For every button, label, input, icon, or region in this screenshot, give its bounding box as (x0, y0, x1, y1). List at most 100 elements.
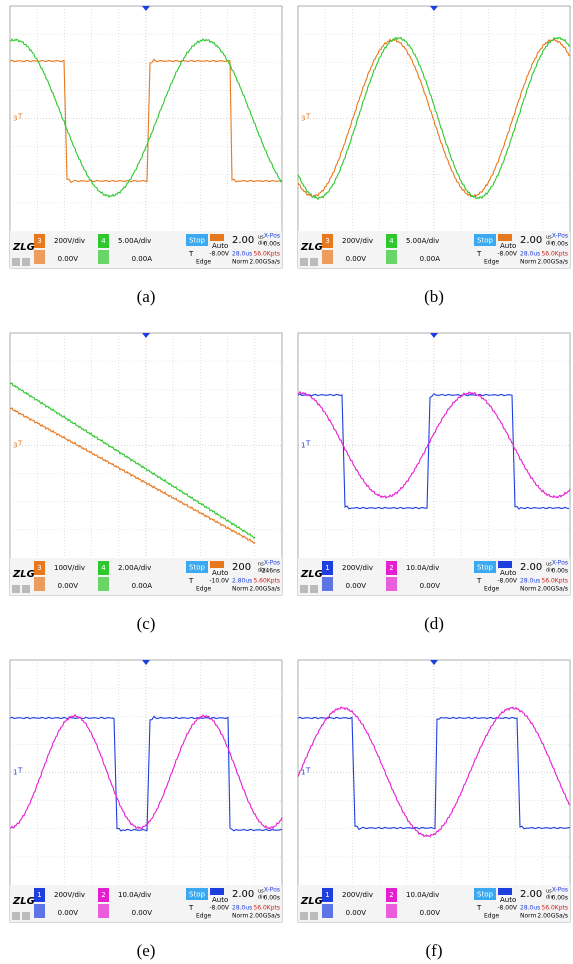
norm: Norm (520, 259, 537, 266)
channel-number: 1 (37, 891, 41, 899)
icon (310, 258, 318, 266)
icon (300, 258, 308, 266)
trigger-label: T (188, 904, 194, 912)
logo: ZLG (300, 896, 323, 907)
sample-rate: 2.00GSa/s (249, 913, 280, 920)
figure: 3TZLG3200V/div0.00V45.00A/div0.00AStopAu… (0, 0, 573, 964)
level-marker-label: T (17, 440, 23, 448)
status-bar: ZLG3100V/div0.00V42.00A/div0.00AStopAuto… (10, 558, 282, 595)
mode: Auto (500, 569, 516, 577)
xpos: 0.00s (264, 241, 281, 248)
channel-number: 2 (389, 564, 393, 572)
channel-number: 3 (37, 237, 41, 245)
channel-offset: 0.00V (132, 909, 153, 917)
icon (22, 585, 30, 593)
trigger-channel (210, 234, 224, 241)
channel-offset: 0.00V (58, 255, 79, 263)
channel-offset: 0.00V (420, 582, 441, 590)
status-bar: ZLG1200V/div0.00V210.0A/div0.00VStopAuto… (10, 885, 282, 922)
channel-badge (98, 250, 109, 264)
trigger-level: -8.00V (497, 905, 518, 912)
level-marker-channel: 1 (13, 769, 17, 777)
channel-number: 2 (389, 891, 393, 899)
edge: Edge (484, 586, 499, 593)
xpos-label: X-Pos (264, 560, 280, 567)
timebase: 200 (232, 562, 251, 573)
channel-badge (386, 577, 397, 591)
sample-rate: 2.00GSa/s (537, 586, 568, 593)
channel-scale: 100V/div (54, 564, 85, 572)
level-marker-channel: 1 (301, 769, 305, 777)
status-bar: ZLG1200V/div0.00V210.0A/div0.00VStopAuto… (298, 885, 570, 922)
status: Stop (477, 237, 493, 245)
icon (22, 258, 30, 266)
sample-rate: 2.00GSa/s (537, 913, 568, 920)
norm: Norm (520, 913, 537, 920)
edge: Edge (196, 586, 211, 593)
channel-offset: 0.00V (58, 909, 79, 917)
channel-number: 1 (325, 564, 329, 572)
channel-offset: 0.00V (346, 909, 367, 917)
mode: Auto (212, 569, 228, 577)
trigger-channel (210, 561, 224, 568)
scope-screen: 3TZLG3100V/div0.00V42.00A/div0.00AStopAu… (10, 333, 282, 595)
mode: Auto (212, 242, 228, 250)
trigger-channel (498, 234, 512, 241)
channel-offset: 0.00V (58, 582, 79, 590)
channel-badge (98, 904, 109, 918)
delay: 2.80us (232, 578, 252, 585)
delay: 28.0us (520, 905, 540, 912)
icon (12, 585, 20, 593)
status-bar: ZLG3200V/div0.00V45.00A/div0.00AStopAuto… (298, 231, 570, 268)
trigger-label: T (188, 250, 194, 258)
xpos: 0.00s (552, 895, 569, 902)
trigger-label: T (476, 250, 482, 258)
caption: (d) (424, 614, 444, 633)
xpos: 0.00s (552, 568, 569, 575)
channel-scale: 200V/div (342, 891, 373, 899)
channel-scale: 200V/div (54, 891, 85, 899)
channel-number: 3 (325, 237, 329, 245)
trigger-level: -8.00V (209, 251, 230, 258)
channel-badge (322, 904, 333, 918)
norm: Norm (520, 586, 537, 593)
level-marker-label: T (17, 113, 23, 121)
channel-scale: 10.0A/div (118, 891, 151, 899)
channel-number: 4 (389, 237, 394, 245)
level-marker-channel: 1 (301, 442, 305, 450)
icon (300, 585, 308, 593)
status: Stop (189, 891, 205, 899)
trigger-channel (498, 888, 512, 895)
channel-scale: 5.00A/div (118, 237, 151, 245)
xpos: 0.00s (264, 895, 281, 902)
channel-badge (322, 577, 333, 591)
channel-badge (322, 250, 333, 264)
trigger-channel (210, 888, 224, 895)
timebase: 2.00 (232, 889, 254, 900)
channel-scale: 5.00A/div (406, 237, 439, 245)
icon (22, 912, 30, 920)
sample-rate: 2.00GSa/s (249, 586, 280, 593)
caption: (a) (137, 287, 156, 306)
norm: Norm (232, 913, 249, 920)
timebase: 2.00 (520, 562, 542, 573)
status: Stop (477, 891, 493, 899)
trigger-label: T (476, 577, 482, 585)
xpos-label: X-Pos (264, 233, 280, 240)
level-marker-label: T (305, 767, 311, 775)
scope-screen: 1TZLG1200V/div0.00V210.0A/div0.00VStopAu… (298, 660, 570, 922)
level-marker-label: T (17, 767, 23, 775)
level-marker-channel: 3 (301, 115, 305, 123)
timebase: 2.00 (232, 235, 254, 246)
channel-badge (34, 904, 45, 918)
caption: (e) (137, 941, 156, 960)
xpos-label: X-Pos (552, 233, 568, 240)
channel-badge (34, 250, 45, 264)
icon (310, 912, 318, 920)
channel-offset: 0.00V (346, 255, 367, 263)
level-marker-label: T (305, 440, 311, 448)
